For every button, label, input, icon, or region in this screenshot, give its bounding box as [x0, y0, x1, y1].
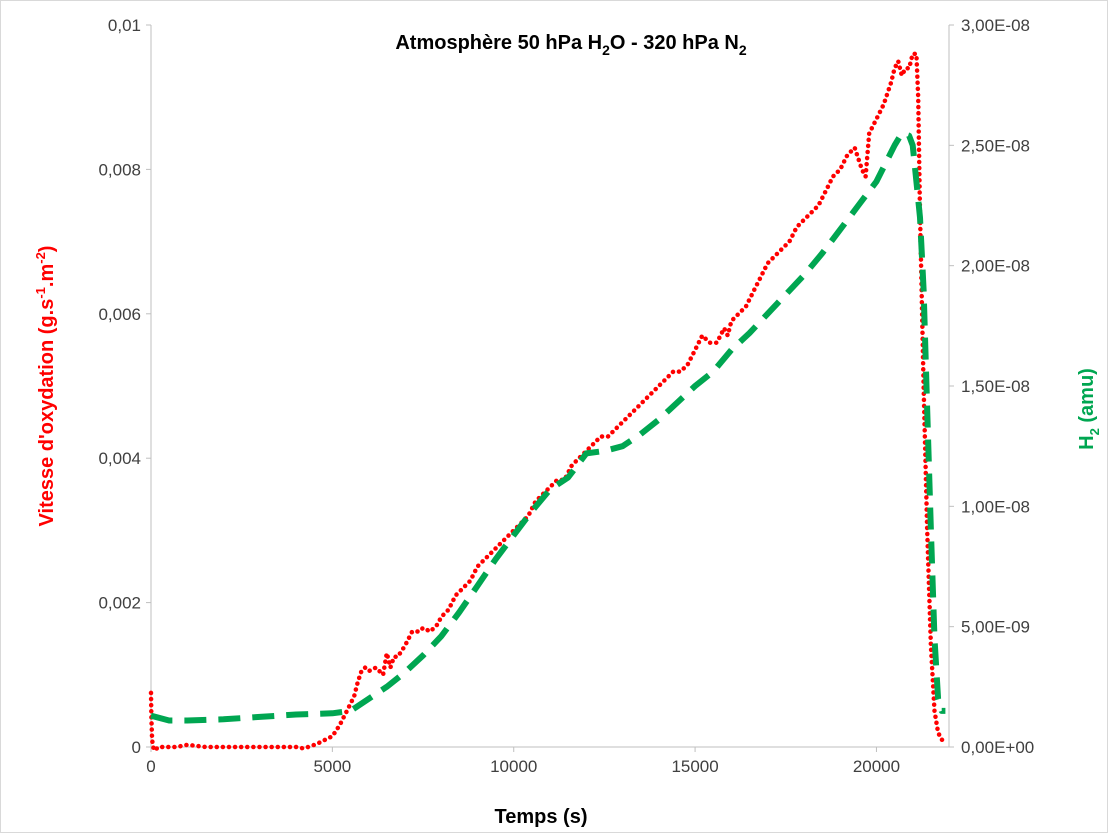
- y-right-tick-label: 0,00E+00: [961, 738, 1034, 757]
- x-tick-label: 5000: [313, 757, 351, 776]
- x-tick-label: 10000: [490, 757, 537, 776]
- y-right-tick-label: 5,00E-09: [961, 618, 1030, 637]
- y-left-tick-label: 0,008: [98, 160, 141, 179]
- x-axis-title: Temps (s): [495, 806, 588, 828]
- series-line-h2: [150, 130, 946, 724]
- series-layer: [148, 51, 948, 753]
- x-tick-label: 0: [146, 757, 155, 776]
- y-left-tick-label: 0,004: [98, 449, 141, 468]
- y-left-axis-title: Vitesse d'oxydation (g.s-1.m-2): [33, 246, 58, 527]
- y-right-axis-ticks: 0,00E+00 5,00E-09 1,00E-08 1,50E-08 2,00E-08…: [949, 16, 1034, 757]
- y-right-tick-label: 1,00E-08: [961, 497, 1030, 516]
- y-right-tick-label: 3,00E-08: [961, 16, 1030, 35]
- series-line-oxidation-rate: [148, 51, 948, 753]
- x-axis-ticks: 0 5000 10000 15000 20000: [146, 747, 900, 776]
- y-right-tick-label: 1,50E-08: [961, 377, 1030, 396]
- x-tick-label: 15000: [671, 757, 718, 776]
- axes: [150, 25, 950, 748]
- y-left-tick-label: 0,002: [98, 594, 141, 613]
- y-left-tick-label: 0: [132, 738, 141, 757]
- x-tick-label: 20000: [853, 757, 900, 776]
- y-left-tick-label: 0,006: [98, 305, 141, 324]
- y-left-tick-label: 0,01: [108, 16, 141, 35]
- y-left-axis-ticks: 0 0,002 0,004 0,006 0,008 0,01: [98, 16, 151, 757]
- chart-title: Atmosphère 50 hPa H2O - 320 hPa N2: [395, 32, 746, 58]
- y-right-tick-label: 2,00E-08: [961, 257, 1030, 276]
- y-right-axis-title: H2 (amu): [1076, 368, 1102, 450]
- y-right-tick-label: 2,50E-08: [961, 136, 1030, 155]
